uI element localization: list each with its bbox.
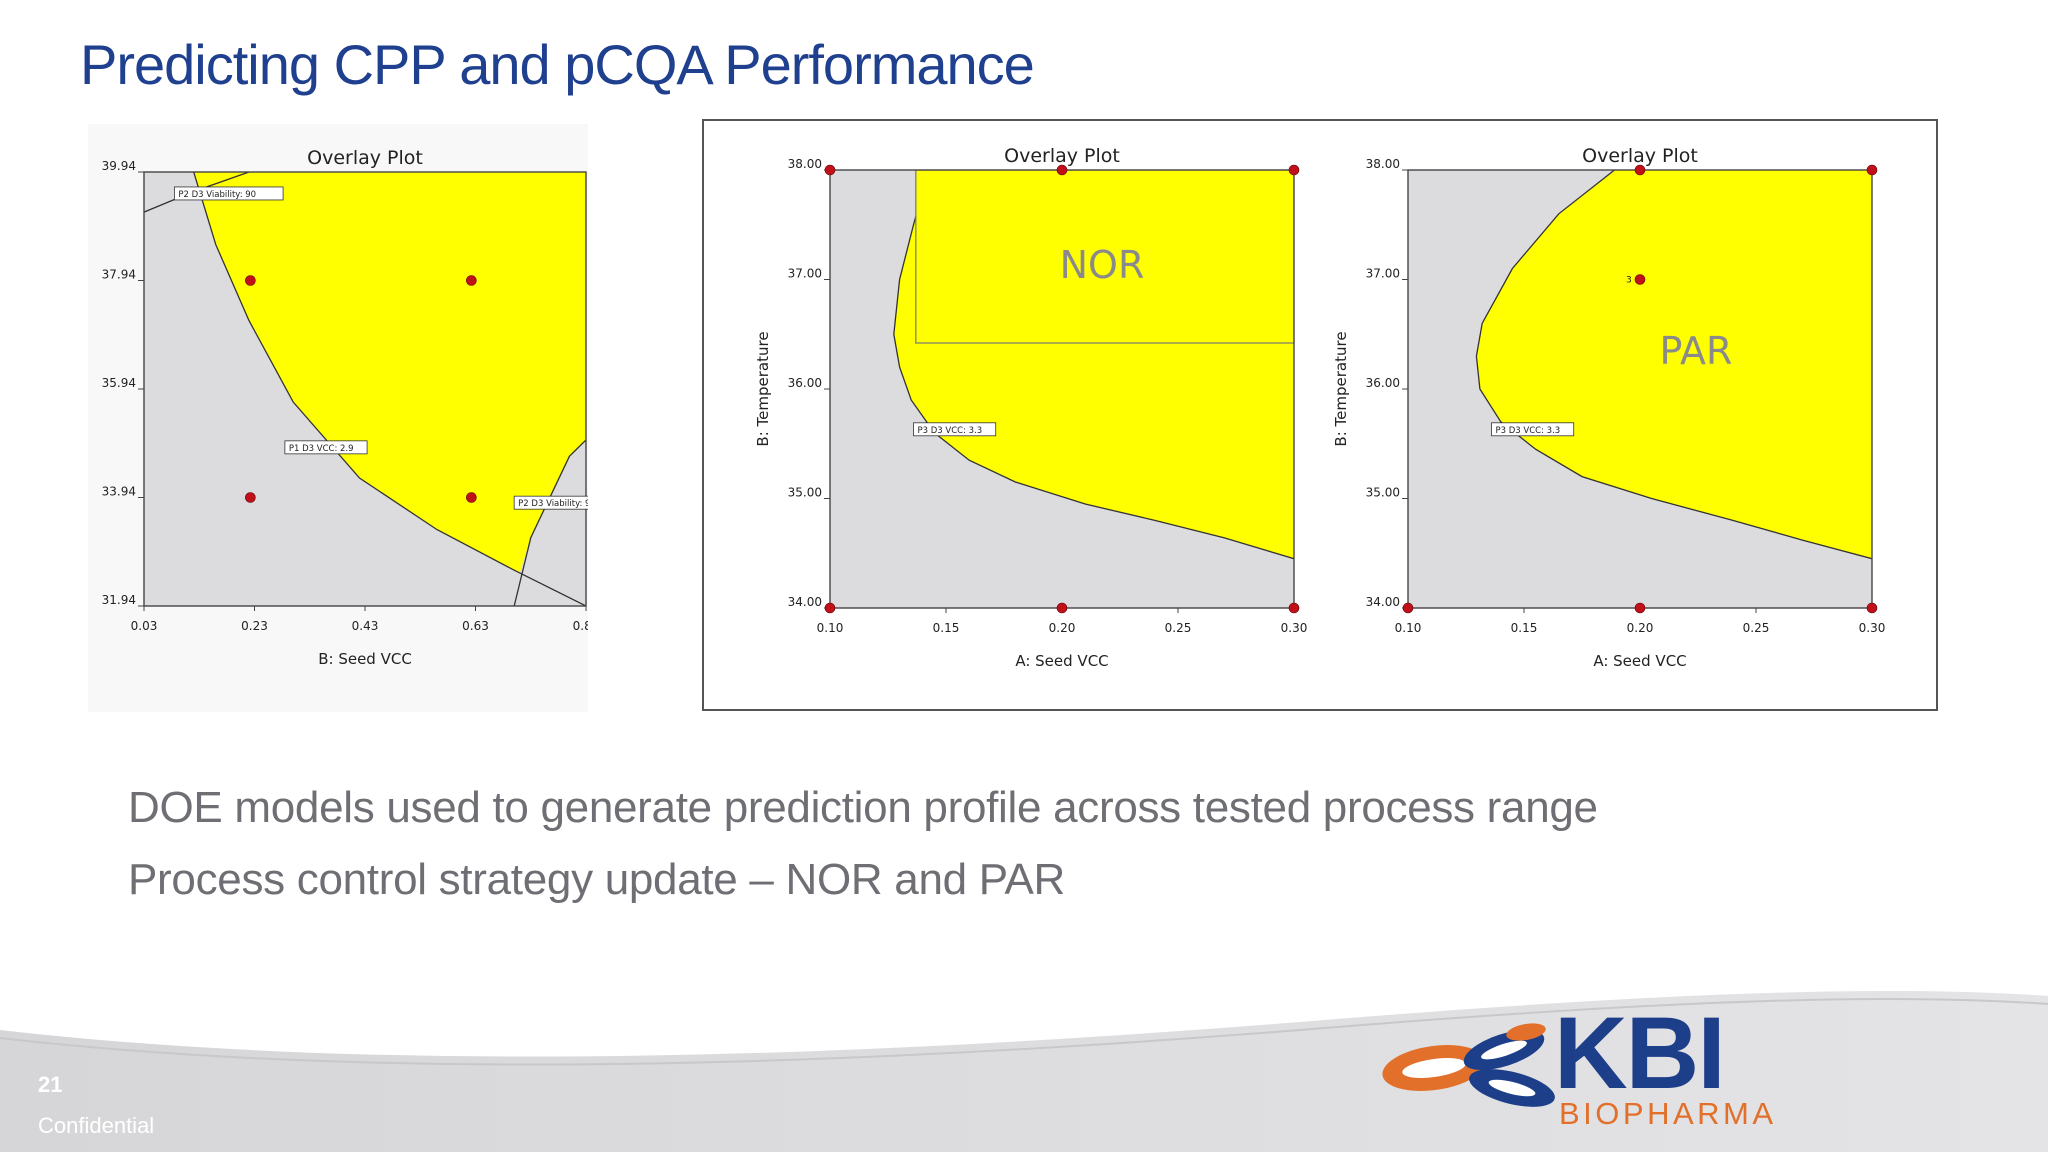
design-point <box>1056 164 1068 176</box>
x-tick-label: 0.10 <box>817 621 844 635</box>
y-tick-label: 34.00 <box>788 595 822 609</box>
y-tick-label: 38.00 <box>788 157 822 171</box>
y-tick-label: 37.00 <box>788 267 822 281</box>
y-tick-label: 35.00 <box>788 486 822 500</box>
y-tick-label: 36.00 <box>788 376 822 390</box>
x-tick-label: 0.15 <box>1511 621 1538 635</box>
y-tick-label: 39.94 <box>102 159 136 173</box>
x-tick-label: 0.30 <box>1859 621 1886 635</box>
x-tick-label: 0.23 <box>241 619 268 633</box>
design-point <box>1288 164 1300 176</box>
design-point <box>1056 602 1068 614</box>
y-tick-label: 36.00 <box>1366 376 1400 390</box>
constraint-label-text: P3 D3 VCC: 3.3 <box>1496 426 1561 436</box>
x-axis-label: A: Seed VCC <box>1015 652 1108 670</box>
nor-box <box>915 170 1294 344</box>
plot-area <box>1475 170 1872 560</box>
y-axis-label: B: Temperature <box>1332 331 1350 446</box>
overlay-plot-nor: 0.10 0.15 0.20 0.25 0.30 34.00 35.00 36.00 37.00… <box>716 124 1324 712</box>
x-tick-label: 0.10 <box>1395 621 1422 635</box>
x-tick-label: 0.20 <box>1049 621 1076 635</box>
constraint-label-text: P1 D3 VCC: 2.9 <box>289 444 354 454</box>
y-tick-label: 37.00 <box>1366 267 1400 281</box>
y-tick-label: 33.94 <box>102 485 136 499</box>
constraint-label-text: P2 D3 Viability: 90 <box>518 499 588 509</box>
constraint-label-text: P3 D3 VCC: 3.3 <box>918 426 983 436</box>
y-tick-label: 38.00 <box>1366 157 1400 171</box>
design-point <box>1634 274 1646 285</box>
page-number: 21 <box>38 1072 63 1097</box>
region-annotation: NOR <box>1060 243 1145 287</box>
design-point <box>1402 602 1414 614</box>
y-tick-label: 35.94 <box>102 376 136 390</box>
design-point <box>1288 602 1300 614</box>
slide-title: Predicting CPP and pCQA Performance <box>80 33 1035 96</box>
x-tick-label: 0.63 <box>462 619 489 633</box>
y-tick-label: 37.94 <box>102 268 136 282</box>
design-point <box>245 492 256 503</box>
constraint-label-box <box>284 440 368 455</box>
confidential-label: Confidential <box>38 1113 155 1138</box>
region-annotation: PAR <box>1660 329 1733 373</box>
overlay-plot-nor-svg: 0.10 0.15 0.20 0.25 0.30 34.00 35.00 36.00 37.00… <box>754 145 1308 670</box>
bullet-2: Process control strategy update – NOR an… <box>128 855 1066 904</box>
design-point <box>466 275 477 286</box>
y-tick-label: 35.00 <box>1366 486 1400 500</box>
design-point <box>466 492 477 503</box>
constraint-label-box <box>173 186 284 201</box>
kbi-swirl-icon <box>1382 1023 1555 1107</box>
feasible-region <box>193 172 586 573</box>
chart-title: Overlay Plot <box>1582 145 1698 167</box>
overlay-plot-par-svg: 0.10 0.15 0.20 0.25 0.30 34.00 35.00 36.00 37.00… <box>1332 145 1886 670</box>
design-point-label: 3 <box>1626 276 1632 286</box>
design-point <box>824 164 836 176</box>
design-point <box>1634 602 1646 614</box>
y-tick-label: 34.00 <box>1366 595 1400 609</box>
x-axis-label: B: Seed VCC <box>318 650 412 668</box>
overlay-plot-par: 0.10 0.15 0.20 0.25 0.30 34.00 35.00 36.00 37.00… <box>1296 124 1916 712</box>
logo-word: KBI <box>1554 996 1726 1110</box>
feasible-region <box>1476 170 1872 559</box>
design-point <box>1866 602 1878 614</box>
vcc-contour-line <box>193 172 586 606</box>
chart-title: Overlay Plot <box>307 147 423 169</box>
constraint-label-box <box>513 495 588 510</box>
constraint-label-box <box>913 422 997 437</box>
footer-wave <box>0 991 2048 1152</box>
constraint-label-text: P2 D3 Viability: 90 <box>178 190 256 200</box>
y-tick-label: 31.94 <box>102 593 136 607</box>
x-tick-label: 0.83 <box>573 619 588 633</box>
logo-subtitle: BIOPHARMA <box>1559 1096 1777 1131</box>
x-tick-label: 0.25 <box>1165 621 1192 635</box>
bullet-list: DOE models used to generate prediction p… <box>128 772 1598 916</box>
constraint-label-box <box>1491 422 1575 437</box>
design-point <box>1634 164 1646 176</box>
bullet-1: DOE models used to generate prediction p… <box>128 783 1598 832</box>
x-tick-label: 0.25 <box>1743 621 1770 635</box>
x-tick-label: 0.15 <box>933 621 960 635</box>
design-point <box>824 602 836 614</box>
y-axis-label: B: Temperature <box>754 331 772 446</box>
x-tick-label: 0.30 <box>1281 621 1308 635</box>
design-point <box>1866 164 1878 176</box>
vcc-contour-line <box>1475 170 1872 560</box>
design-point <box>245 275 256 286</box>
kbi-biopharma-logo: KBI BIOPHARMA <box>1376 998 1796 1132</box>
x-tick-label: 0.03 <box>131 619 158 633</box>
x-tick-label: 0.20 <box>1627 621 1654 635</box>
x-tick-label: 0.43 <box>352 619 379 633</box>
overlay-plot-1: 0.03 0.23 0.43 0.63 0.83 31.94 33.94 35.94 37.94… <box>88 124 588 712</box>
plot-area <box>893 170 1294 560</box>
overlay-plot-1-svg: 0.03 0.23 0.43 0.63 0.83 31.94 33.94 35.94 37.94… <box>102 147 588 668</box>
chart-title: Overlay Plot <box>1004 145 1120 167</box>
x-axis-label: A: Seed VCC <box>1593 652 1686 670</box>
